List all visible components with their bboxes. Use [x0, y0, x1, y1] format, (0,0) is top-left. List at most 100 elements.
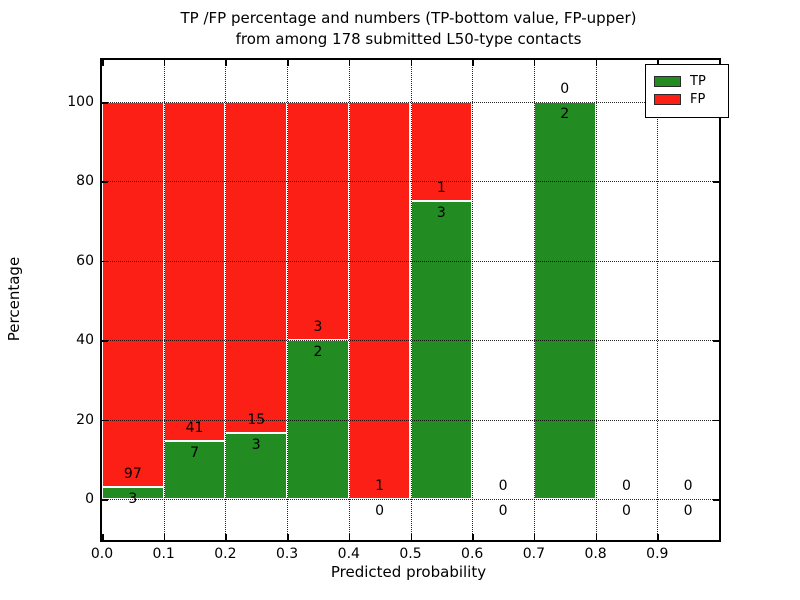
x-tick-label: 0.1 [152, 546, 175, 562]
gridline-vertical [348, 60, 350, 540]
x-tick-label: 0.9 [646, 546, 669, 562]
x-tick-top [472, 60, 474, 66]
legend: TP FP [645, 64, 729, 118]
bar-segment-fp [163, 102, 226, 442]
bar-count-label-tp: 3 [436, 205, 446, 222]
x-tick-bottom [595, 534, 598, 540]
x-tick-top [287, 60, 289, 66]
gridline-vertical [533, 60, 535, 540]
x-tick-bottom [287, 534, 289, 540]
gridline-vertical [410, 60, 412, 540]
bar-count-label-fp: 0 [621, 478, 631, 495]
gridline-vertical [287, 60, 289, 540]
bar-count-label-tp: 2 [313, 344, 323, 361]
x-tick-label: 0.3 [275, 546, 299, 562]
x-tick-bottom [533, 534, 536, 540]
x-tick-bottom [348, 534, 351, 540]
x-tick-bottom [163, 534, 166, 540]
x-tick-top [533, 60, 536, 66]
x-tick-bottom [657, 534, 659, 540]
x-tick-label: 0.6 [461, 546, 484, 562]
bar-count-label-tp: 0 [498, 503, 508, 520]
y-tick-label: 0 [85, 491, 94, 508]
bar-segment-tp [102, 487, 164, 500]
y-tick-right [713, 181, 719, 183]
bar-count-label-fp: 97 [123, 466, 142, 483]
legend-label: TP [690, 74, 706, 89]
y-tick-left [102, 102, 108, 104]
bar-segment-fp [410, 102, 473, 202]
x-tick-label: 0.4 [337, 546, 360, 562]
y-tick-right [713, 260, 719, 263]
bar-segment-fp [225, 102, 288, 433]
y-tick-label: 100 [67, 94, 94, 111]
x-tick-label: 0.5 [399, 546, 422, 562]
y-tick-label: 60 [76, 252, 94, 269]
bar-count-label-tp: 0 [621, 503, 631, 520]
bar-count-label-tp: 7 [190, 445, 199, 462]
chart-title: TP /FP percentage and numbers (TP-bottom… [100, 8, 717, 50]
x-axis-label: Predicted probability [330, 563, 487, 581]
bar-count-label-fp: 1 [375, 478, 385, 495]
x-tick-top [225, 60, 227, 66]
y-tick-right [713, 419, 719, 422]
x-tick-label: 0.2 [214, 546, 237, 562]
gridline-vertical [225, 60, 227, 540]
bar-count-label-fp: 1 [436, 180, 446, 197]
bar-count-label-tp: 0 [683, 503, 693, 520]
y-tick-right [713, 340, 719, 342]
y-tick-left [102, 260, 108, 263]
y-tick-right [713, 499, 719, 501]
plot-area: 97 3 41 7 15 3 3 2 1 0 1 3 0 0 0 2 0 0 0 0 0.0 0.1 0.2 0.3 0.4 0.… [67, 58, 721, 562]
legend-swatch-fp [654, 94, 681, 105]
bar-count-label-tp: 3 [128, 491, 138, 508]
y-tick-left [102, 419, 108, 422]
y-axis-label: Percentage [5, 256, 23, 342]
x-tick-top [102, 60, 104, 66]
x-tick-label: 0.0 [90, 546, 114, 562]
y-tick-left [102, 340, 108, 342]
chart-title-line1: TP /FP percentage and numbers (TP-bottom… [180, 9, 637, 27]
y-tick-label: 20 [76, 411, 94, 428]
bar-count-label-tp: 3 [251, 436, 261, 453]
y-tick-label: 40 [76, 332, 94, 349]
bar-segment-fp [102, 102, 164, 488]
x-tick-label: 0.8 [584, 546, 607, 562]
bar-segment-fp [348, 102, 411, 500]
x-tick-bottom [472, 534, 474, 540]
bar-count-label-fp: 15 [247, 411, 266, 428]
gridline-vertical [657, 60, 659, 540]
x-tick-top [410, 60, 412, 66]
legend-item-tp: TP [654, 74, 720, 89]
x-tick-bottom [410, 534, 412, 540]
x-tick-top [163, 60, 166, 66]
bar-segment-tp [533, 102, 596, 500]
x-tick-top [595, 60, 598, 66]
x-tick-top [657, 60, 659, 66]
bar-count-label-fp: 0 [683, 478, 693, 495]
bar-segment-tp [163, 441, 226, 500]
y-tick-label: 80 [76, 173, 94, 190]
bar-count-label-fp: 0 [560, 81, 570, 98]
gridline-vertical [163, 60, 165, 540]
bar-count-label-fp: 41 [185, 420, 204, 437]
y-tick-left [102, 181, 108, 183]
bar-count-label-fp: 0 [498, 478, 508, 495]
x-tick-label: 0.7 [522, 546, 546, 562]
y-tick-left [102, 499, 108, 501]
x-tick-bottom [102, 534, 104, 540]
bar-count-label-tp: 0 [375, 503, 385, 520]
gridline-vertical [472, 60, 474, 540]
legend-label: FP [690, 92, 706, 107]
legend-item-fp: FP [654, 92, 720, 107]
legend-swatch-tp [654, 76, 681, 87]
bar-count-label-fp: 3 [313, 319, 323, 336]
gridline-vertical [595, 60, 597, 540]
bar-count-label-tp: 2 [560, 106, 570, 123]
x-tick-top [348, 60, 351, 66]
chart-title-line2: from among 178 submitted L50-type contac… [235, 30, 582, 48]
x-tick-bottom [225, 534, 227, 540]
bar-segment-tp [410, 201, 473, 500]
bar-segment-fp [287, 102, 349, 341]
